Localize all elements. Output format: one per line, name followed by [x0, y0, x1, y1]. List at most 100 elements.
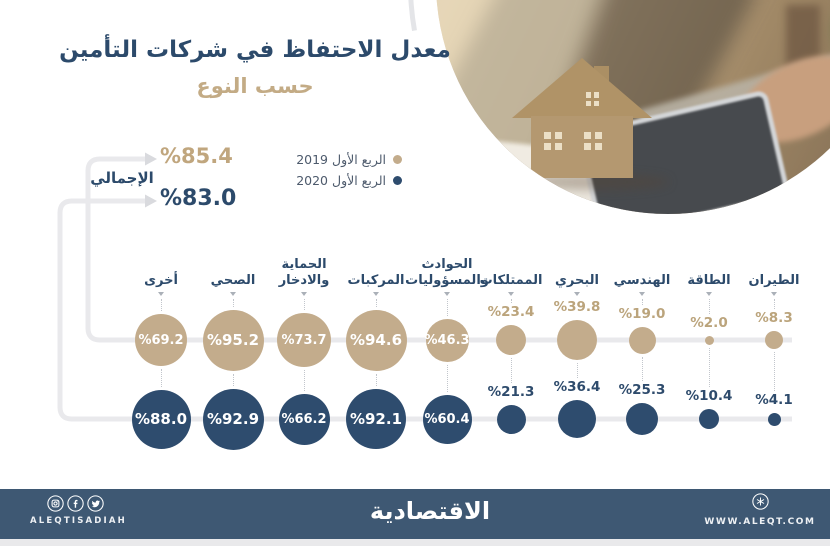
bubble-2020 [767, 412, 781, 426]
total-label: الإجمالي [90, 169, 154, 187]
bubble-2019 [704, 335, 714, 345]
photo-house-shadow [514, 174, 669, 190]
bubble-value: %92.1 [349, 410, 403, 428]
label-marker-icon [573, 292, 580, 296]
label-marker-icon [229, 292, 236, 296]
bubble-2019 [765, 331, 783, 349]
label-marker-icon [443, 292, 450, 296]
social-handle: ALEQTISADIAH [30, 516, 127, 526]
dotted-connector [774, 299, 775, 309]
photo-house-window [584, 132, 602, 150]
brand-logo: الاقتصادية [369, 497, 491, 525]
bubble-value: %21.3 [487, 383, 535, 400]
legend: الربع الأول 2019 الربع الأول 2020 [296, 152, 402, 188]
dotted-connector [511, 358, 512, 383]
bubble-value: %69.2 [138, 332, 184, 348]
dotted-connector [577, 363, 578, 378]
website-url: WWW.ALEQT.COM [704, 517, 816, 527]
dotted-connector [642, 299, 643, 305]
legend-item-2019: الربع الأول 2019 [296, 152, 402, 167]
bubble-value: %39.8 [553, 299, 601, 315]
bubble-2019: %94.6 [345, 309, 407, 371]
label-marker-icon [300, 292, 307, 296]
dotted-connector [642, 356, 643, 381]
dotted-connector [447, 364, 448, 392]
dotted-connector [774, 352, 775, 391]
bubble-2020: %66.2 [278, 393, 330, 445]
bubble-value: %23.4 [487, 304, 535, 320]
photo-house-model [436, 0, 830, 214]
legend-label-2020: الربع الأول 2020 [296, 173, 386, 188]
bubble-2020: %88.0 [131, 389, 191, 449]
photo-house-window [544, 132, 562, 150]
bubble-value: %10.4 [685, 388, 733, 404]
dotted-connector [233, 299, 234, 307]
bubble-2020: %60.4 [422, 394, 472, 444]
bubble-value: %25.3 [618, 382, 666, 398]
page-title: معدل الاحتفاظ في شركات التأمين [59, 37, 451, 63]
bubble-2020: %92.1 [346, 389, 406, 449]
bubble-2019: %95.2 [202, 309, 264, 371]
page-subtitle: حسب النوع [196, 73, 314, 98]
globe-icon [751, 493, 769, 510]
dotted-connector [233, 373, 234, 386]
bubble-value: %36.4 [553, 379, 601, 395]
label-marker-icon [638, 292, 645, 296]
dotted-connector [376, 299, 377, 307]
dotted-connector [304, 370, 305, 391]
category-label: المركبات [347, 272, 405, 288]
category-label: الهندسي [613, 272, 671, 288]
legend-item-2020: الربع الأول 2020 [296, 173, 402, 188]
photo-house-window [586, 92, 600, 106]
bubble-chart: أخرى %69.2 %88.0 الصحي %95.2 %92.9 الحماية وال… [131, 257, 799, 450]
title-block: معدل الاحتفاظ في شركات التأمين حسب النوع [40, 36, 470, 98]
bubble-2019 [557, 320, 597, 360]
bubble-2020 [496, 404, 526, 434]
category-label: أخرى [144, 272, 178, 288]
dotted-connector [376, 373, 377, 386]
label-marker-icon [507, 292, 514, 296]
bottom-strip [0, 539, 830, 546]
bubble-value: %92.9 [206, 410, 260, 428]
social-block: ALEQTISADIAH [30, 495, 127, 526]
bubble-value: %60.4 [424, 411, 470, 427]
footer-bar [0, 489, 830, 539]
bubble-2019 [496, 325, 526, 355]
label-marker-icon [770, 292, 777, 296]
legend-dot-2020 [393, 176, 402, 185]
bubble-2020 [699, 409, 719, 429]
category-label: الحماية والادخار [278, 257, 330, 288]
arrow-2020 [145, 194, 157, 208]
category-label: الصحي [210, 272, 256, 288]
total-2019-value: %85.4 [160, 144, 233, 168]
arrow-2019 [145, 152, 157, 166]
bubble-value: %88.0 [134, 410, 188, 428]
dotted-connector [161, 369, 162, 387]
bubble-2019 [628, 326, 656, 354]
label-marker-icon [157, 292, 164, 296]
label-marker-icon [372, 292, 379, 296]
bubble-value: %8.3 [755, 310, 793, 326]
bubble-2020: %92.9 [202, 388, 264, 450]
legend-label-2019: الربع الأول 2019 [296, 152, 386, 167]
label-marker-icon [705, 292, 712, 296]
bubble-2019: %69.2 [135, 314, 187, 366]
dotted-connector [161, 299, 162, 311]
dotted-connector [709, 347, 710, 387]
bubble-2019: %73.7 [277, 313, 331, 367]
bubble-value: %46.3 [424, 332, 470, 348]
twitter-icon [86, 495, 104, 512]
website-block: WWW.ALEQT.COM [700, 493, 820, 527]
bubble-value: %19.0 [618, 305, 666, 322]
dotted-connector [447, 299, 448, 316]
bubble-value: %2.0 [690, 314, 728, 331]
bubble-2020 [558, 400, 596, 438]
instagram-icon [46, 495, 64, 512]
dotted-connector [709, 299, 710, 314]
bubble-value: %94.6 [349, 331, 403, 349]
bubble-value: %73.7 [281, 332, 327, 348]
category-label: الحوادث والمسؤوليات [405, 257, 489, 288]
dotted-connector [511, 299, 512, 303]
dotted-connector [304, 299, 305, 310]
